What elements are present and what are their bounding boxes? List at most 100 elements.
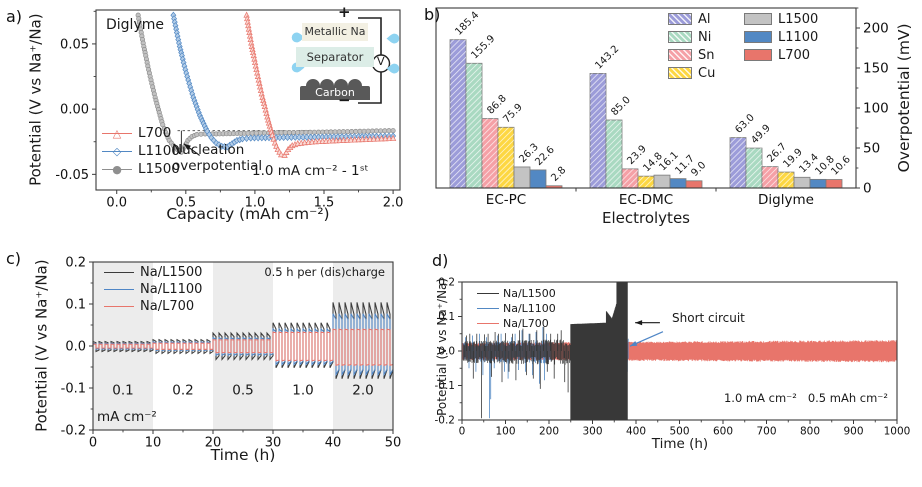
- data-marker: [389, 134, 397, 141]
- y-tick-label: 150: [863, 61, 889, 77]
- data-marker: [349, 129, 355, 135]
- bar-L1100: [669, 178, 687, 189]
- metallic-na-electrode: Metallic Na: [302, 23, 368, 41]
- bar-hatch-overlay: [606, 120, 622, 188]
- legend-line-swatch: [104, 272, 134, 273]
- y-tick-label: 0.1: [65, 298, 86, 313]
- panel-c-rate-unit-label: mA cm⁻²: [97, 409, 157, 425]
- circuit-wire-top: [358, 17, 382, 55]
- current-density-label: 2.0: [352, 382, 373, 398]
- plot-border: [435, 7, 857, 189]
- panel-d-condition-label: 1.0 mA cm⁻² 0.5 mAh cm⁻²: [723, 391, 888, 405]
- x-tick-label: 40: [325, 436, 342, 451]
- panel-b-letter: b): [424, 5, 441, 24]
- data-marker: [284, 133, 291, 142]
- bar-L1100: [809, 178, 827, 189]
- legend-label: Na/L700: [140, 299, 195, 314]
- data-marker: [332, 129, 338, 135]
- bar-hatch-overlay: [746, 148, 762, 188]
- bar-L1100: [529, 169, 547, 189]
- panel-a-solvent-label: Diglyme: [106, 17, 164, 33]
- current-density-label: 0.5: [232, 382, 253, 398]
- droplet-icon: [386, 33, 400, 44]
- bar-hatch-overlay: [482, 118, 498, 188]
- y-tick-label: 0.1: [438, 311, 455, 323]
- data-marker: [307, 133, 314, 141]
- x-tick-label: 600: [713, 426, 733, 438]
- bar-hatch-overlay: [778, 172, 794, 188]
- bar-L1500: [793, 176, 811, 189]
- noise-band: [611, 302, 618, 420]
- legend-line-swatch: ◇: [102, 144, 132, 157]
- category-label: EC-DMC: [619, 192, 673, 208]
- x-tick-label: 20: [205, 436, 222, 451]
- data-marker: [369, 128, 375, 134]
- data-marker: [198, 131, 204, 137]
- legend-line-swatch: [477, 323, 499, 324]
- bar-hatch-overlay: [730, 137, 746, 188]
- bar-value-label: 75.9: [501, 102, 525, 126]
- spike-lines: [466, 326, 569, 419]
- bar-hatch-overlay: [622, 168, 638, 188]
- bar-value-label: 143.2: [593, 44, 621, 72]
- legend-label: Cu: [698, 65, 716, 81]
- x-tick-label: 100: [495, 426, 515, 438]
- panel-c-xlabel: Time (h): [210, 446, 276, 464]
- data-marker: [340, 129, 346, 135]
- x-tick-label: 700: [756, 426, 776, 438]
- annotation-arrowhead: [183, 143, 191, 150]
- legend-label: Ni: [698, 29, 712, 45]
- y-tick-label: 0.2: [438, 277, 455, 289]
- bar-value-label: 2.8: [549, 165, 568, 184]
- bar-hatch-overlay: [762, 166, 778, 188]
- bar-L700: [685, 180, 703, 189]
- panel-c-protocol-note: 0.5 h per (dis)charge: [264, 265, 385, 279]
- bar-group-Diglyme: 63.049.926.719.913.410.810.6: [729, 112, 853, 189]
- legend-line-swatch: △: [102, 126, 132, 139]
- legend-item-NaL1500: Na/L1500: [477, 286, 556, 301]
- legend-item-L700: △ L700: [102, 124, 180, 142]
- data-marker: [280, 133, 287, 142]
- panel-b-xlabel: Electrolytes: [602, 209, 690, 227]
- y-tick-label: -0.1: [435, 380, 456, 392]
- legend-label: L1100: [138, 143, 180, 159]
- data-marker: [277, 151, 285, 158]
- bar-swatch: [668, 49, 692, 61]
- data-marker: [286, 130, 293, 136]
- legend-label: Na/L1500: [503, 287, 556, 300]
- bar-hatch-overlay: [450, 39, 466, 189]
- y-tick-label: 100: [863, 101, 889, 117]
- legend-line-swatch: [477, 293, 499, 294]
- panel-c-chart: 0.1 0.2 0.5 1.0 2.0 0 10 20 30 40 50 0.2 0.1 0.0 -0.1 -…: [61, 256, 402, 451]
- panel-c-ylabel: Potential (V vs Na⁺/Na): [32, 259, 51, 432]
- y-tick-label: 0: [863, 181, 872, 197]
- data-marker: [378, 128, 384, 134]
- y-tick-label: -0.2: [61, 424, 86, 439]
- bar-swatch: [744, 13, 772, 25]
- data-marker: [292, 133, 299, 141]
- data-marker: [382, 135, 389, 142]
- data-marker: [351, 136, 358, 143]
- data-marker: [386, 128, 392, 134]
- legend-item-Sn: Sn: [668, 46, 715, 64]
- bar-value-label: 49.9: [749, 123, 773, 147]
- legend-label: Na/L1500: [140, 265, 203, 280]
- data-marker: [262, 130, 268, 136]
- x-tick-label: 30: [265, 436, 282, 451]
- legend-label: Na/L700: [503, 317, 549, 330]
- panel-b-legend-col1: Al Ni Sn Cu: [668, 10, 715, 82]
- data-marker: [382, 128, 388, 134]
- bar-value-label: 185.4: [453, 10, 481, 38]
- data-marker: [243, 134, 250, 143]
- bar-hatch-overlay: [466, 63, 482, 188]
- data-marker: [274, 130, 280, 136]
- data-marker: [303, 133, 310, 141]
- x-tick-label: 50: [385, 436, 402, 451]
- data-marker: [378, 135, 385, 142]
- data-marker: [307, 129, 313, 135]
- panel-b-legend-col2: L1500 L1100 L700: [744, 10, 818, 64]
- data-marker: [343, 136, 351, 143]
- droplet-icon: [386, 63, 400, 74]
- legend-item-L1500: L1500: [744, 10, 818, 28]
